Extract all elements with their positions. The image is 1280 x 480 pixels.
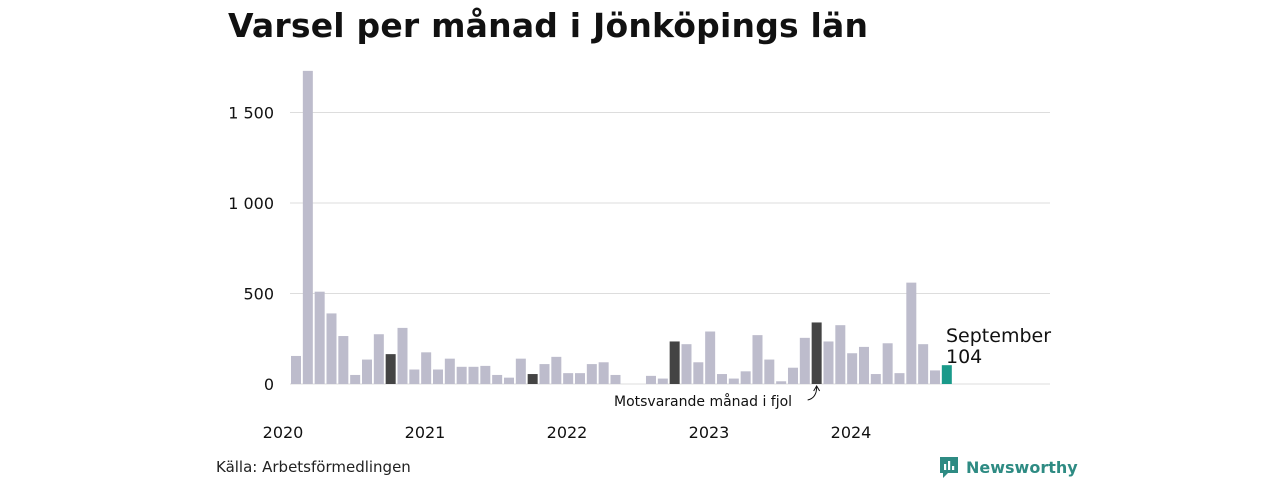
bar <box>705 331 716 384</box>
bar <box>858 346 869 384</box>
bar <box>574 373 585 384</box>
comparison-bar <box>811 322 822 384</box>
bar <box>456 366 467 384</box>
bar <box>764 359 775 384</box>
highlight-bar <box>941 365 952 384</box>
y-tick-label: 0 <box>264 375 274 394</box>
bar <box>326 313 337 384</box>
bar <box>929 370 940 384</box>
bar <box>444 358 455 384</box>
bar <box>776 381 787 384</box>
bar <box>515 358 526 384</box>
x-tick-label: 2022 <box>547 423 588 442</box>
bar <box>302 70 313 385</box>
bar <box>432 369 443 384</box>
highlight-month-label: September <box>946 325 1051 347</box>
bar <box>539 364 550 384</box>
x-tick-label: 2021 <box>405 423 446 442</box>
bar <box>835 325 846 384</box>
bar <box>906 282 917 384</box>
comparison-bar <box>385 354 396 384</box>
brand-name: Newsworthy <box>966 457 1078 477</box>
bar <box>847 353 858 384</box>
newsworthy-logo-icon <box>940 457 958 478</box>
bar <box>681 344 692 384</box>
comparison-bar <box>527 374 538 384</box>
highlight-value-label: 104 <box>946 346 982 368</box>
y-tick-label: 1 000 <box>228 194 274 213</box>
bar <box>409 369 420 384</box>
bar <box>468 366 479 384</box>
bar <box>338 336 349 384</box>
bar <box>716 374 727 384</box>
bar <box>314 291 325 384</box>
bar <box>397 327 408 384</box>
x-tick-label: 2020 <box>263 423 304 442</box>
bar <box>657 378 668 384</box>
bar <box>586 364 597 384</box>
bar <box>894 373 905 384</box>
y-tick-label: 500 <box>243 285 274 304</box>
bar <box>350 374 361 384</box>
bar <box>610 374 621 384</box>
bar <box>492 374 503 384</box>
bar <box>421 352 432 384</box>
bar <box>728 378 739 384</box>
bar <box>598 362 609 384</box>
brand-logo[interactable]: Newsworthy <box>938 455 1078 479</box>
bar <box>870 374 881 384</box>
bar <box>480 365 491 384</box>
bar <box>882 343 893 384</box>
bar <box>752 335 763 384</box>
bar <box>645 375 656 384</box>
annotation-arrow <box>807 386 818 401</box>
bar <box>503 377 514 384</box>
x-tick-label: 2024 <box>831 423 872 442</box>
bar <box>373 334 384 384</box>
bar <box>693 362 704 384</box>
bar <box>787 367 798 384</box>
x-tick-label: 2023 <box>689 423 730 442</box>
x-axis-ticks: 2020 2021 2022 2023 2024 <box>263 423 872 442</box>
bar <box>740 371 751 384</box>
comparison-annotation: Motsvarande månad i fjol <box>614 393 792 410</box>
bar <box>823 341 834 384</box>
source-text: Källa: Arbetsförmedlingen <box>216 458 411 476</box>
y-tick-label: 1 500 <box>228 104 274 123</box>
bar <box>291 355 301 384</box>
annotation-arrowhead <box>813 385 821 392</box>
bar <box>799 337 810 384</box>
chart-title: Varsel per månad i Jönköpings län <box>228 6 869 45</box>
comparison-bar <box>669 341 680 384</box>
bar <box>361 359 372 384</box>
bar <box>563 373 574 384</box>
bar <box>918 344 929 384</box>
bars <box>291 70 952 385</box>
y-axis-ticks: 0 500 1 000 1 500 <box>228 104 274 395</box>
bar <box>551 356 562 384</box>
